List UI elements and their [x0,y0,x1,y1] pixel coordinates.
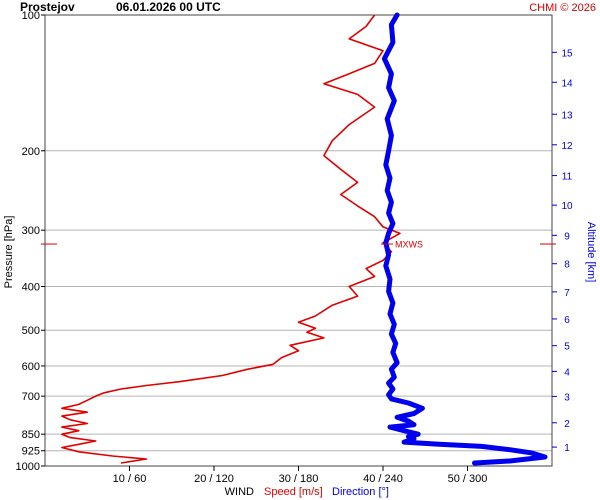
station-name: Prostejov [20,0,75,14]
wind-label: WIND [225,486,254,498]
altitude-tick-label: 14 [561,78,573,89]
pressure-tick-label: 100 [22,10,40,22]
altitude-tick-label: 9 [564,231,570,242]
altitude-tick-label: 15 [561,48,573,59]
pressure-tick-label: 1000 [16,461,40,473]
altitude-axis-label: Altitude [km] [585,222,597,283]
direction-line [381,12,548,466]
pressure-axis-label: Pressure [hPa] [3,216,15,289]
pressure-tick-label: 850 [22,429,40,441]
wind-tick-label: 40 / 240 [363,473,403,485]
plot-frame [44,14,553,467]
direction-unit-label: Direction [°] [332,486,389,498]
mxws-marker: MXWS [41,240,556,250]
pressure-axis: 100 200 300 400 500 600 700 850 925 1000 [16,10,45,473]
pressure-tick-label: 700 [22,391,40,403]
pressure-tick-label: 600 [22,361,40,373]
altitude-tick-label: 8 [564,260,570,271]
altitude-tick-label: 1 [564,443,570,454]
wind-tick-label: 30 / 180 [279,473,319,485]
altitude-tick-label: 2 [564,419,570,430]
mxws-label: MXWS [395,240,423,250]
pressure-tick-label: 200 [22,146,40,158]
credit-text: CHMI © 2026 [529,2,596,14]
altitude-tick-label: 5 [564,342,570,353]
pressure-tick-label: 925 [22,446,40,458]
pressure-tick-label: 500 [22,325,40,337]
altitude-tick-label: 12 [561,141,573,152]
altitude-tick-label: 7 [564,288,570,299]
wind-tick-label: 10 / 60 [113,473,147,485]
altitude-tick-label: 6 [564,315,570,326]
altitude-tick-label: 4 [564,367,570,378]
speed-line [61,14,401,464]
wind-axis: 10 / 60 20 / 120 30 / 180 40 / 240 50 / 300 [113,466,488,485]
direction-series [381,12,548,466]
speed-series [61,14,401,464]
wind-tick-label: 20 / 120 [194,473,234,485]
altitude-tick-label: 11 [562,172,573,183]
sounding-datetime: 06.01.2026 00 UTC [116,0,221,14]
speed-unit-label: Speed [m/s] [264,486,323,498]
altitude-tick-label: 13 [561,110,573,121]
pressure-tick-label: 400 [22,282,40,294]
altitude-tick-label: 10 [561,201,573,212]
pressure-tick-label: 300 [22,225,40,237]
grid-lines [45,150,552,452]
wind-tick-label: 50 / 300 [448,473,488,485]
altitude-tick-label: 3 [564,392,570,403]
